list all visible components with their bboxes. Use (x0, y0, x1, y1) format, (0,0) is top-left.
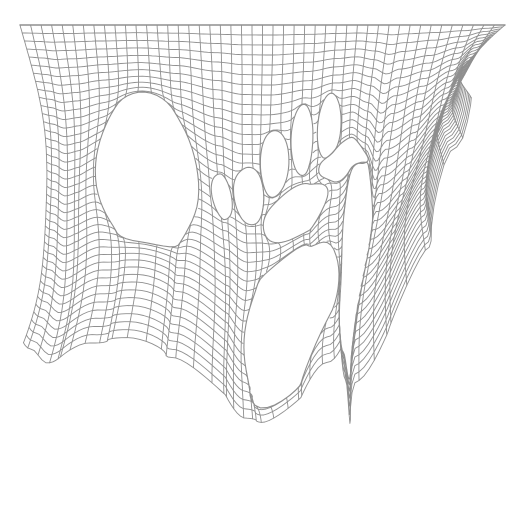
mesh-column-line (425, 24, 474, 227)
mesh-column-line (389, 24, 443, 324)
mesh-column-line (111, 24, 129, 340)
mesh-column-line (175, 24, 191, 359)
mesh-row-line (46, 58, 472, 207)
mesh-column-line (145, 24, 158, 342)
mesh-column-line (419, 24, 464, 251)
mesh-column-line (156, 24, 173, 350)
mesh-tears (94, 91, 374, 409)
mid-hole-3 (259, 130, 290, 198)
mesh-column-line (198, 24, 216, 384)
mesh-column-line (321, 24, 337, 365)
mesh-column-line (309, 24, 327, 380)
mesh-column-line (59, 24, 82, 358)
mesh-column-line (219, 24, 231, 398)
mesh-column-line (99, 24, 113, 344)
mesh-row-line (46, 63, 467, 237)
mesh-column-line (403, 24, 453, 286)
mesh-column-line (372, 24, 422, 361)
mesh-row-line (44, 49, 480, 155)
mesh-column-line (230, 24, 239, 410)
mesh-row-line (46, 61, 468, 227)
mesh-column-line (349, 24, 401, 408)
mesh-column-line (250, 24, 265, 422)
mid-hole-2 (232, 166, 265, 226)
mesh-column-line (188, 24, 203, 369)
mesh-column-line (209, 24, 227, 394)
right-long-hole (338, 161, 374, 380)
mid-hole-6 (318, 136, 369, 183)
mesh-column-line (49, 24, 68, 364)
mesh-column-line (27, 24, 53, 349)
mesh-column-line (57, 24, 76, 360)
mesh-column-line (333, 24, 348, 359)
mesh-column-line (256, 24, 274, 423)
mesh-column-line (126, 24, 140, 339)
mesh-row-line (45, 65, 465, 245)
mesh-row-line (38, 41, 487, 116)
mesh-column-line (19, 24, 48, 344)
mesh-column-line (37, 24, 60, 356)
mesh-column-line (459, 24, 506, 99)
mesh-column-line (240, 24, 248, 419)
left-large-hole (94, 91, 200, 248)
mesh-column-line (436, 24, 485, 166)
mesh-column-line (301, 24, 316, 397)
mesh-row-line (40, 43, 485, 126)
mesh-row-line (46, 59, 470, 218)
mesh-column-line (347, 24, 390, 415)
mesh-column-line (69, 24, 90, 351)
mesh-column-line (384, 24, 432, 336)
mid-hole-4 (290, 103, 314, 176)
mesh-row-line (41, 80, 461, 333)
mesh-vertical-lines (19, 24, 506, 423)
lower-center-hole (243, 241, 340, 409)
mesh-column-line (84, 24, 100, 344)
mesh-column-line (106, 24, 120, 342)
mesh-column-line (165, 24, 181, 357)
mesh-column-line (338, 24, 369, 362)
mesh-horizontal-lines (19, 24, 506, 424)
mesh-column-line (270, 24, 285, 419)
mesh-row-line (46, 56, 473, 199)
mesh-row-line (43, 47, 482, 146)
mesh-column-line (297, 24, 306, 400)
mesh-column-line (358, 24, 411, 381)
mesh-column-line (245, 24, 257, 420)
mesh-column-line (451, 24, 495, 139)
mid-hole-1 (210, 173, 233, 221)
mid-hole-7 (262, 182, 329, 244)
mesh-row-line (41, 45, 483, 136)
mesh-column-line (286, 24, 295, 409)
mesh-column-line (342, 24, 379, 381)
